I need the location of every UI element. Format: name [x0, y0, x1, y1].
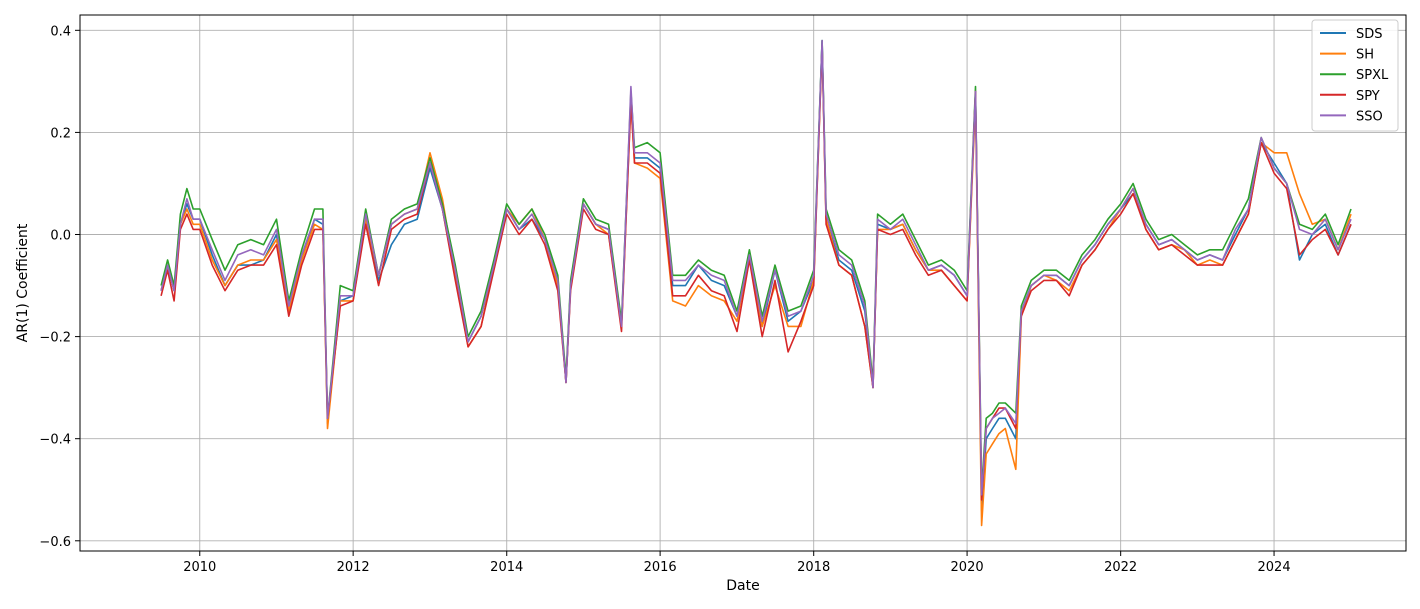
plot-area-frame — [79, 14, 1407, 552]
axis-ticks: 2010 2012 2014 2016 2018 2020 2022 2024 −0.6 −0.4… — [39, 24, 1290, 575]
x-tick-label: 2024 — [1258, 560, 1291, 575]
x-tick-label: 2014 — [490, 560, 523, 575]
y-tick-label: −0.2 — [39, 331, 71, 346]
x-tick-label: 2012 — [337, 560, 370, 575]
legend-label: SPY — [1356, 89, 1380, 104]
y-tick-label: 0.0 — [50, 229, 71, 244]
y-tick-label: 0.4 — [50, 24, 71, 39]
legend-label: SH — [1356, 48, 1374, 63]
legend: SDS SH SPXL SPY SSO — [1311, 19, 1399, 132]
y-tick-label: −0.6 — [39, 535, 71, 550]
series-lines — [160, 39, 1352, 527]
y-tick-label: −0.4 — [39, 433, 71, 448]
legend-label: SPXL — [1356, 68, 1389, 83]
x-axis-label: Date — [726, 578, 759, 594]
series-line-sso — [160, 39, 1352, 496]
x-tick-label: 2010 — [183, 560, 216, 575]
grid — [80, 15, 1406, 551]
legend-label: SSO — [1356, 109, 1383, 124]
y-tick-label: 0.2 — [50, 126, 71, 141]
x-tick-label: 2020 — [951, 560, 984, 575]
legend-box — [1311, 19, 1399, 132]
y-axis-label: AR(1) Coefficient — [15, 223, 31, 342]
legend-label: SDS — [1356, 27, 1383, 42]
x-tick-label: 2016 — [644, 560, 677, 575]
series-line-spy — [160, 44, 1352, 501]
series-line-spxl — [160, 39, 1352, 491]
x-tick-label: 2022 — [1104, 560, 1137, 575]
series-line-sds — [160, 39, 1352, 512]
x-tick-label: 2018 — [797, 560, 830, 575]
